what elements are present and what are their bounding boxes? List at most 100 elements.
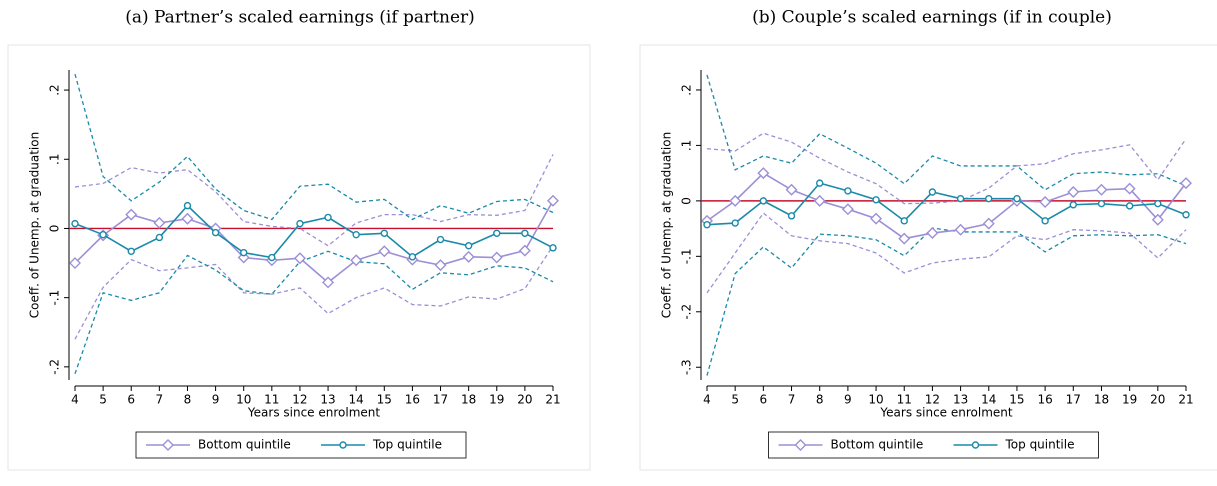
y-tick-label: -.2 xyxy=(48,359,62,375)
marker xyxy=(162,439,174,451)
ci-lower-line xyxy=(706,227,1187,376)
x-axis-label: Years since enrolment xyxy=(879,406,1012,420)
x-tick-label: 19 xyxy=(489,393,504,407)
marker xyxy=(982,217,995,230)
x-tick-label: 19 xyxy=(1122,393,1137,407)
x-tick-label: 9 xyxy=(844,393,852,407)
marker xyxy=(155,233,164,242)
marker xyxy=(181,212,194,225)
marker xyxy=(436,235,445,244)
y-tick-label: 0 xyxy=(680,197,694,205)
x-tick-label: 4 xyxy=(71,393,79,407)
ci-upper-line xyxy=(706,74,1187,191)
x-tick-label: 20 xyxy=(517,393,532,407)
marker xyxy=(1123,182,1136,195)
marker xyxy=(816,179,824,187)
marker xyxy=(464,242,473,250)
marker xyxy=(1151,213,1164,226)
marker xyxy=(872,196,880,204)
x-tick-label: 21 xyxy=(1178,393,1193,407)
x-tick-label: 14 xyxy=(981,393,996,407)
ci-upper-line xyxy=(706,132,1187,205)
x-tick-label: 10 xyxy=(236,393,251,407)
marker xyxy=(1097,199,1106,208)
x-tick-label: 11 xyxy=(897,393,912,407)
marker xyxy=(813,194,826,207)
marker xyxy=(954,223,967,236)
x-tick-label: 21 xyxy=(545,393,560,407)
y-tick-label: -.2 xyxy=(680,304,694,320)
marker xyxy=(1013,194,1021,203)
marker xyxy=(237,251,250,264)
marker xyxy=(1182,211,1190,219)
marker xyxy=(350,254,363,267)
y-axis-label: Coeff. of Unemp. at graduation xyxy=(28,132,42,318)
legend-label: Bottom quintile xyxy=(198,438,291,452)
ci-lower-line xyxy=(706,212,1187,294)
plot-frame xyxy=(639,44,1217,471)
marker xyxy=(268,253,276,262)
chart-title: (a) Partner’s scaled earnings (if partne… xyxy=(125,8,475,28)
marker xyxy=(787,212,796,220)
marker xyxy=(985,194,993,203)
marker xyxy=(434,259,447,272)
marker xyxy=(127,247,135,255)
marker xyxy=(898,232,911,245)
marker xyxy=(1067,186,1080,198)
marker xyxy=(71,219,79,228)
marker xyxy=(1095,183,1108,196)
marker xyxy=(99,230,107,239)
x-tick-label: 17 xyxy=(433,393,448,407)
y-tick-label: .2 xyxy=(48,84,62,95)
series-line xyxy=(74,204,554,259)
legend-label: Top quintile xyxy=(1005,438,1075,452)
marker xyxy=(729,194,742,207)
x-tick-label: 14 xyxy=(349,393,364,407)
marker xyxy=(547,194,559,207)
x-axis-label: Years since enrolment xyxy=(247,406,380,420)
y-tick-label: -.3 xyxy=(680,359,694,375)
marker xyxy=(324,213,332,222)
marker xyxy=(378,245,391,258)
x-tick-label: 6 xyxy=(127,393,135,407)
marker xyxy=(1039,195,1052,208)
marker xyxy=(322,276,335,289)
x-tick-label: 13 xyxy=(320,393,335,407)
x-tick-label: 20 xyxy=(1150,393,1165,407)
marker xyxy=(521,229,529,238)
marker xyxy=(296,219,304,228)
x-tick-label: 8 xyxy=(816,393,824,407)
marker xyxy=(240,248,248,257)
marker xyxy=(183,201,192,210)
ci-upper-line xyxy=(74,73,554,221)
legend-box xyxy=(135,431,467,459)
y-tick-label: 0 xyxy=(48,225,62,233)
series-line xyxy=(706,182,1187,226)
x-tick-label: 18 xyxy=(461,393,476,407)
marker xyxy=(125,208,138,221)
marker xyxy=(462,250,475,263)
x-tick-label: 6 xyxy=(760,393,768,407)
marker xyxy=(785,183,798,196)
marker xyxy=(844,187,852,195)
x-tick-label: 7 xyxy=(156,393,164,407)
marker xyxy=(408,253,417,261)
x-tick-label: 12 xyxy=(925,393,940,407)
marker xyxy=(956,194,965,203)
marker xyxy=(928,188,937,196)
x-tick-label: 16 xyxy=(405,393,420,407)
x-tick-label: 11 xyxy=(264,393,279,407)
marker xyxy=(757,167,770,180)
x-tick-label: 13 xyxy=(953,393,968,407)
x-tick-label: 7 xyxy=(788,393,796,407)
x-tick-label: 16 xyxy=(1037,393,1052,407)
marker xyxy=(900,217,908,225)
marker xyxy=(293,252,306,265)
marker xyxy=(1125,202,1134,210)
marker xyxy=(731,219,739,227)
legend-box xyxy=(768,431,1099,459)
marker xyxy=(549,244,557,252)
y-tick-label: .1 xyxy=(48,154,62,165)
x-tick-label: 5 xyxy=(99,393,107,407)
